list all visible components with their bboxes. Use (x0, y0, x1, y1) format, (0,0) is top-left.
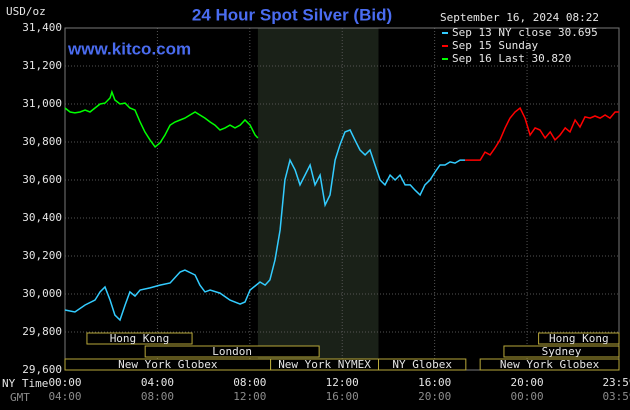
y-tick-label: 29,800 (22, 325, 62, 338)
price-line (64, 129, 466, 322)
gmt-tick-label: 00:00 (510, 390, 543, 403)
gmt-tick-label: 03:59 (602, 390, 630, 403)
x-tick-label: 23:59 (602, 376, 630, 389)
watermark: www.kitco.com (67, 39, 191, 58)
timestamp: September 16, 2024 08:22 (440, 11, 599, 24)
x-tick-label: 12:00 (326, 376, 359, 389)
gmt-tick-label: 12:00 (233, 390, 266, 403)
session-label: London (212, 345, 252, 358)
session-box (378, 358, 467, 371)
y-tick-label: 30,800 (22, 135, 62, 148)
session-box (144, 345, 320, 358)
session-label: Hong Kong (110, 332, 170, 345)
price-line (465, 106, 619, 161)
y-tick-label: 30,000 (22, 287, 62, 300)
gmt-tick-label: 08:00 (141, 390, 174, 403)
gmt-tick-label: 16:00 (326, 390, 359, 403)
session-label: New York Globex (118, 358, 218, 371)
session-label: New York Globex (500, 358, 600, 371)
x-tick-label: 08:00 (233, 376, 266, 389)
legend-label: Sep 16 Last 30.820 (452, 52, 571, 65)
legend-label: Sep 15 Sunday (452, 39, 538, 52)
chart-title: 24 Hour Spot Silver (Bid) (192, 5, 392, 24)
x-tick-label: 00:00 (48, 376, 81, 389)
y-axis-label: USD/oz (6, 5, 46, 18)
session-box (503, 345, 620, 358)
x-tick-label: 04:00 (141, 376, 174, 389)
legend-label: Sep 13 NY close 30.695 (452, 26, 598, 39)
x-axis-label: NY Time (2, 377, 48, 390)
y-tick-label: 31,000 (22, 97, 62, 110)
session-label: New York NYMEX (278, 358, 371, 371)
x-tick-label: 16:00 (418, 376, 451, 389)
x-tick-label: 20:00 (510, 376, 543, 389)
y-tick-label: 31,200 (22, 59, 62, 72)
session-label: NY Globex (392, 358, 452, 371)
price-line (64, 89, 259, 148)
session-label: Sydney (542, 345, 582, 358)
gmt-tick-label: 20:00 (418, 390, 451, 403)
session-box (538, 332, 620, 345)
session-label: Hong Kong (549, 332, 609, 345)
y-tick-label: 30,600 (22, 173, 62, 186)
session-box (86, 332, 193, 345)
session-highlight (257, 28, 379, 370)
y-tick-label: 30,400 (22, 211, 62, 224)
session-box (479, 358, 620, 371)
gmt-tick-label: 04:00 (48, 390, 81, 403)
y-tick-label: 30,200 (22, 249, 62, 262)
y-tick-label: 31,400 (22, 21, 62, 34)
x2-axis-label: GMT (10, 391, 30, 404)
y-tick-label: 29,600 (22, 363, 62, 376)
